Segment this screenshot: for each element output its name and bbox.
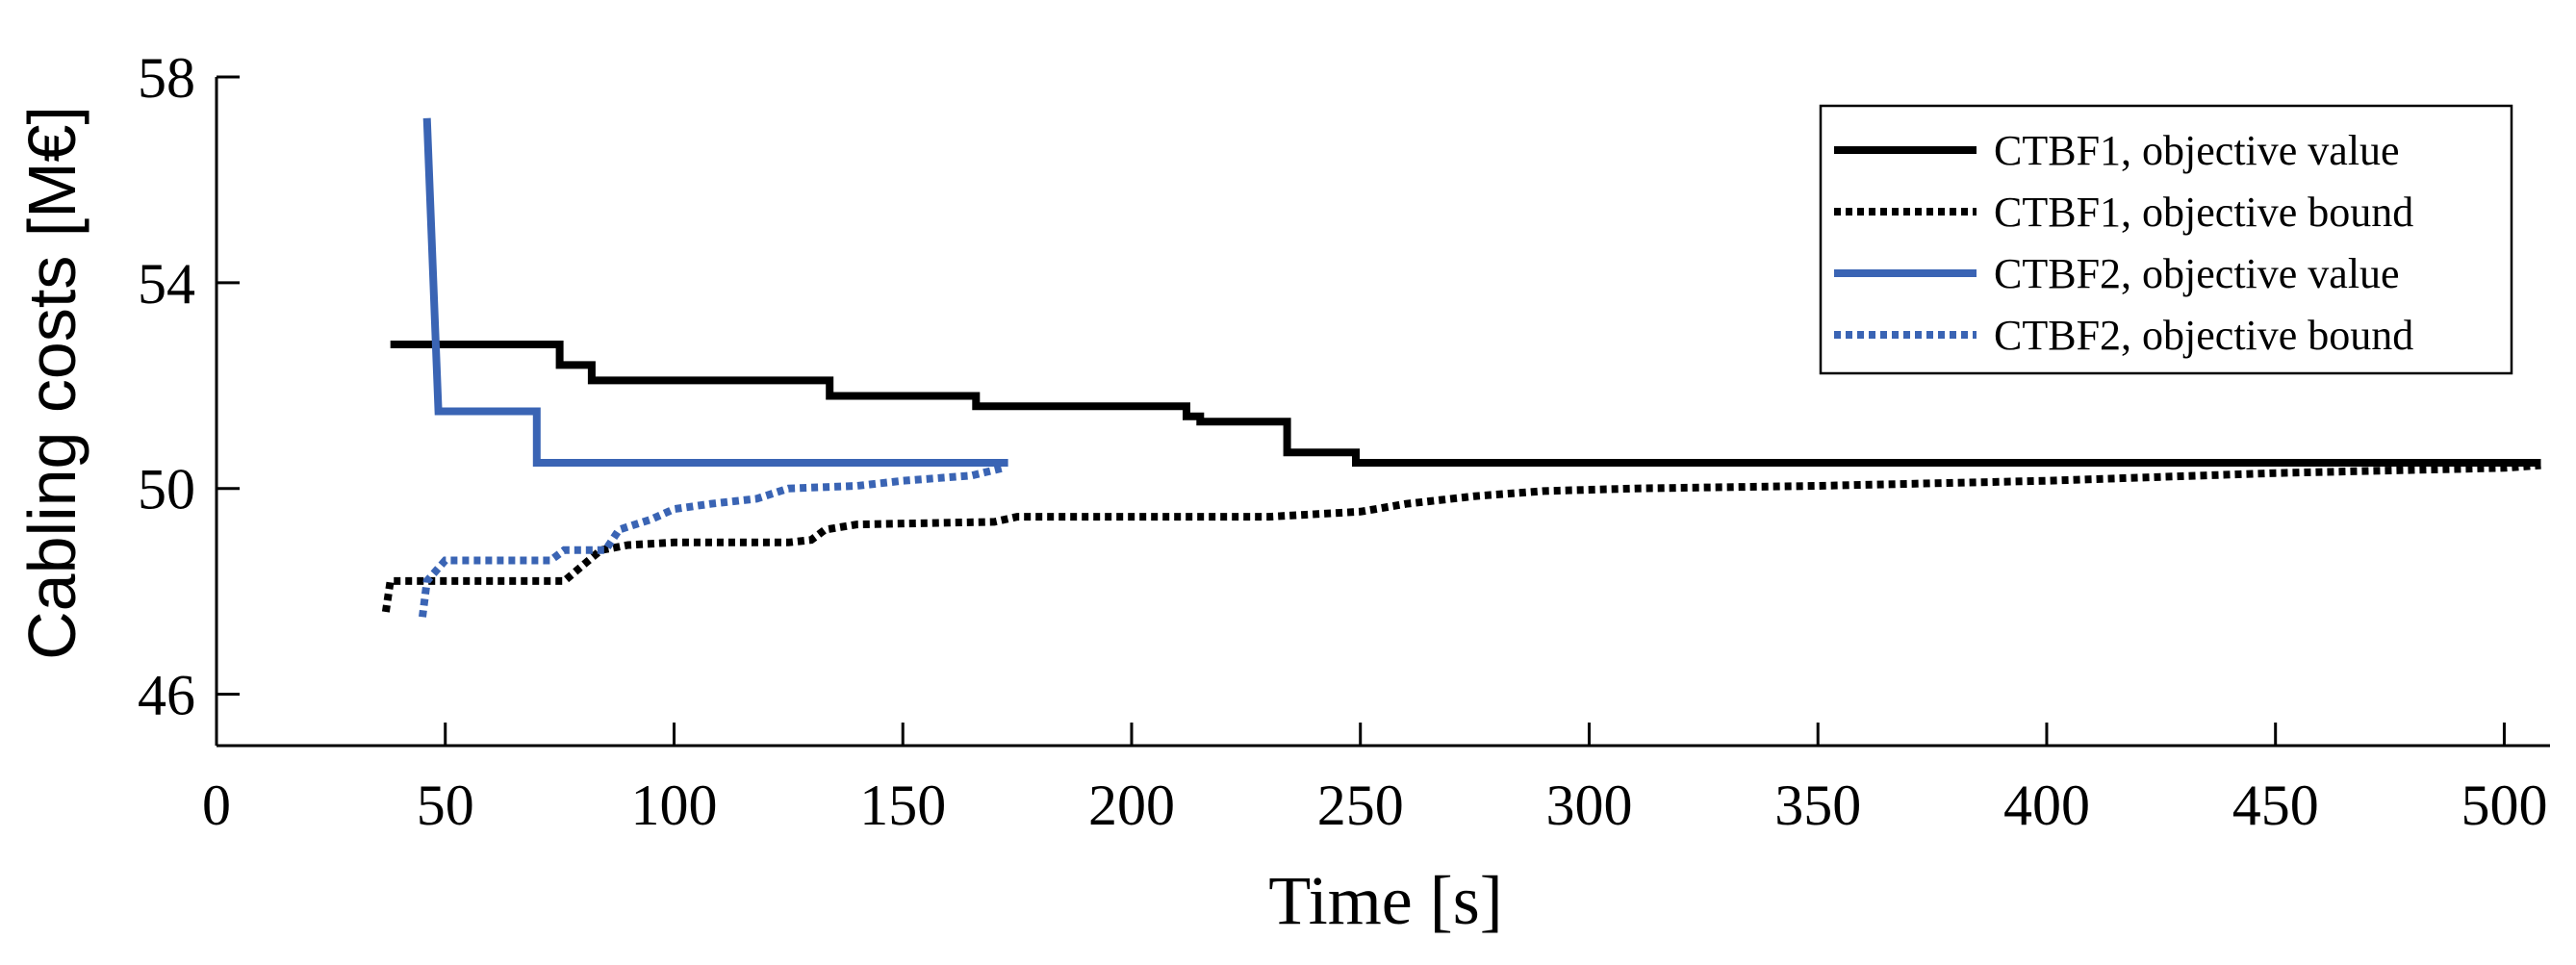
- series-line-4: [419, 464, 1005, 618]
- x-tick-label: 350: [1774, 774, 1861, 837]
- y-tick-label: 46: [138, 664, 195, 727]
- legend-label-2: CTBF1, objective bound: [1994, 189, 2413, 236]
- legend-label-1: CTBF1, objective value: [1994, 127, 2400, 174]
- x-tick-label: 150: [859, 774, 946, 837]
- series-line-1: [390, 341, 2541, 467]
- y-tick-label: 50: [138, 458, 195, 521]
- legend-label-3: CTBF2, objective value: [1994, 250, 2400, 297]
- x-tick-label: 250: [1317, 774, 1404, 837]
- x-tick-label: 300: [1545, 774, 1632, 837]
- x-tick-label: 50: [417, 774, 474, 837]
- x-tick-label: 400: [2003, 774, 2090, 837]
- x-tick-label: 500: [2461, 774, 2547, 837]
- plot-area: [381, 117, 2541, 618]
- x-tick-label: 200: [1088, 774, 1175, 837]
- axes: 0 50 100 150 200 250 300 350 400 450 500 46 50 54 58: [138, 46, 2550, 837]
- series-line-2: [381, 461, 2541, 613]
- y-axis-title: Cabling costs [M€]: [14, 106, 89, 660]
- x-axis-title: Time [s]: [1268, 862, 1502, 939]
- legend-label-4: CTBF2, objective bound: [1994, 312, 2413, 359]
- legend: CTBF1, objective value CTBF1, objective b…: [1819, 104, 2513, 375]
- y-tick-label: 54: [138, 252, 195, 316]
- x-tick-label: 100: [630, 774, 717, 837]
- series-line-3: [422, 117, 1008, 467]
- x-tick-label: 450: [2232, 774, 2319, 837]
- y-tick-label: 58: [138, 46, 195, 110]
- x-tick-label: 0: [202, 774, 231, 837]
